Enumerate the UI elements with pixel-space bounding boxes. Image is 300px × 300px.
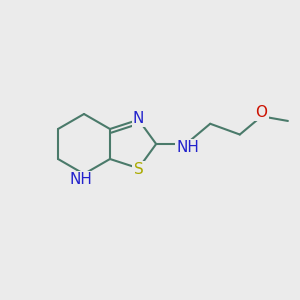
Text: NH: NH bbox=[176, 140, 199, 155]
Text: S: S bbox=[134, 162, 143, 177]
Text: NH: NH bbox=[70, 172, 92, 187]
Text: O: O bbox=[256, 105, 268, 120]
Text: N: N bbox=[133, 111, 144, 126]
